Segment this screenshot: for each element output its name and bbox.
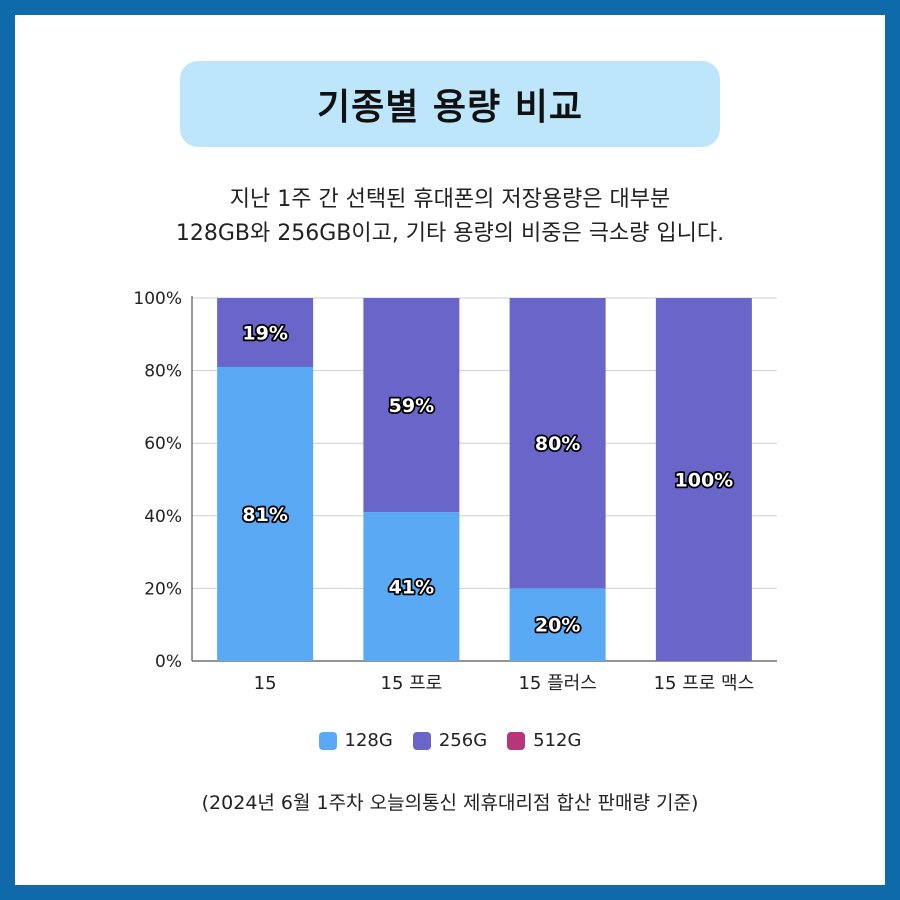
- legend-label: 128G: [344, 730, 393, 751]
- y-tick-label: 100%: [133, 289, 182, 309]
- subtitle-line-1: 지난 1주 간 선택된 휴대폰의 저장용량은 대부분: [229, 187, 671, 212]
- data-label: 41%: [389, 577, 434, 599]
- legend-swatch: [412, 731, 431, 750]
- bar-segment: [363, 298, 460, 513]
- legend: 128G 256G 512G: [15, 730, 885, 751]
- infographic-card: 기종별 용량 비교 지난 1주 간 선택된 휴대폰의 저장용량은 대부분 128…: [15, 15, 885, 885]
- bar-segment: [509, 588, 606, 661]
- stacked-bar-chart: 0% 20% 40% 60% 80% 100% 81% 19% 15 41% 59% 15 프로 20%…: [133, 289, 777, 694]
- bar-segment: [217, 298, 314, 367]
- bar-segment: [509, 298, 606, 589]
- footnote: (2024년 6월 1주차 오늘의통신 제휴대리점 합산 판매량 기준): [201, 792, 699, 814]
- legend-label: 256G: [438, 730, 488, 751]
- x-tick-label: 15 프로 맥스: [654, 673, 755, 694]
- x-tick-label: 15 프로: [381, 673, 443, 694]
- title-banner: 기종별 용량 비교: [180, 61, 720, 147]
- data-label: 20%: [535, 615, 580, 637]
- legend-swatch: [507, 731, 526, 750]
- bar-segment: [655, 298, 752, 661]
- x-tick-label: 15 플러스: [518, 673, 596, 694]
- y-tick-label: 40%: [144, 507, 182, 527]
- legend-item: 512G: [507, 730, 581, 751]
- page-title: 기종별 용량 비교: [317, 87, 583, 128]
- y-tick-label: 0%: [155, 652, 182, 672]
- legend-swatch: [318, 731, 337, 750]
- subtitle-line-2: 128GB와 256GB이고, 기타 용량의 비중은 극소량 입니다.: [175, 221, 725, 246]
- y-tick-label: 80%: [144, 362, 182, 382]
- data-label: 81%: [242, 504, 287, 526]
- legend-item: 256G: [412, 730, 488, 751]
- bar-segment: [363, 512, 460, 661]
- data-label: 59%: [389, 395, 434, 417]
- data-label: 80%: [535, 433, 580, 455]
- subtitle: 지난 1주 간 선택된 휴대폰의 저장용량은 대부분 128GB와 256GB이…: [15, 183, 885, 251]
- bar-segment: [217, 366, 314, 661]
- y-tick-label: 20%: [144, 579, 182, 599]
- x-tick-label: 15: [254, 673, 277, 694]
- legend-label: 512G: [533, 730, 582, 751]
- data-label: 19%: [242, 322, 287, 344]
- y-tick-label: 60%: [144, 434, 182, 454]
- legend-item: 128G: [318, 730, 393, 751]
- data-label: 100%: [675, 470, 734, 492]
